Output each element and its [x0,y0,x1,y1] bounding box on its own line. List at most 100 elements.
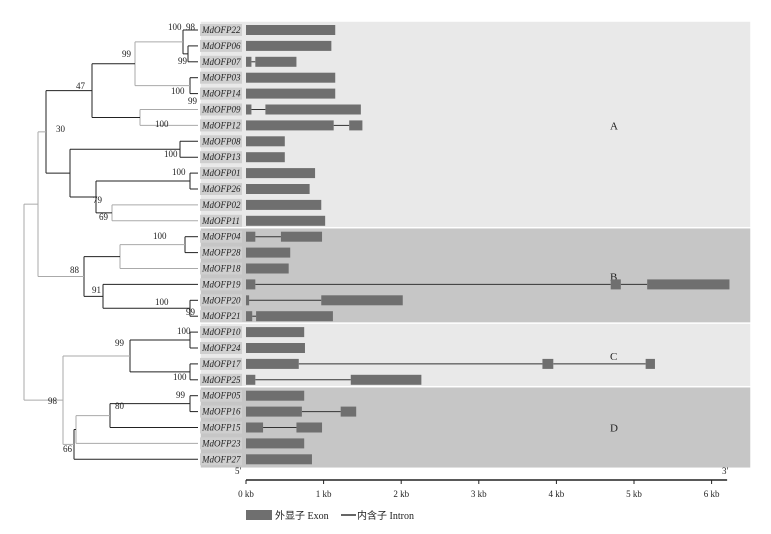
axis-tick-label: 0 kb [238,489,254,499]
gene-name-box [200,87,242,100]
exon-block [246,199,322,210]
gene-name-box [200,214,242,227]
exon-block [350,374,422,385]
gene-structure-row [246,88,336,99]
axis-tick-label: 2 kb [393,489,409,499]
bootstrap-value: 47 [76,81,86,91]
gene-name: MdOFP25 [201,375,241,385]
gene-name-box [200,342,242,354]
gene-structure-row [246,136,285,147]
gene-name: MdOFP17 [201,359,241,369]
gene-name: MdOFP21 [201,311,241,321]
gene-name: MdOFP05 [201,391,241,401]
exon-block [246,358,299,369]
exon-block [246,454,312,465]
exon-block [246,263,289,274]
gene-name: MdOFP22 [201,25,241,35]
exon-block [246,56,252,67]
gene-name-box [200,437,242,450]
exon-block [647,279,730,290]
gene-name-box [200,55,242,68]
gene-name: MdOFP20 [201,295,241,305]
bootstrap-value: 100 [177,326,191,336]
gene-name: MdOFP02 [201,200,241,210]
axis-tick-label: 5 kb [626,489,642,499]
gene-name: MdOFP10 [201,327,241,337]
gene-structure-row [246,120,363,131]
bootstrap-value: 99 [186,307,196,317]
exon-block [246,295,250,306]
gene-name: MdOFP11 [201,216,240,226]
bootstrap-value: 98 [186,22,196,32]
exon-block [246,136,285,147]
bootstrap-value: 98 [48,396,58,406]
exon-block [246,231,256,242]
gene-structure-row [246,184,310,194]
gene-name-box [200,135,242,148]
axis-tick-label: 1 kb [316,489,332,499]
exon-block [246,104,252,115]
bootstrap-value: 100 [164,149,178,159]
gene-structure-row [246,72,336,83]
bootstrap-value: 88 [70,265,80,275]
bootstrap-value: 100 [155,297,169,307]
gene-structure-row [246,438,305,449]
bootstrap-value: 100 [173,372,187,382]
legend-exon-swatch [246,510,272,520]
gene-name-box [200,39,242,52]
gene-name: MdOFP27 [201,454,241,464]
exon-block [246,184,310,194]
exon-block [246,343,305,353]
gene-name-box [200,24,242,36]
exon-block [246,438,305,449]
bootstrap-labels: 9810099991004799100301001007969100889110… [48,22,198,454]
gene-name-box [200,71,242,84]
gene-name: MdOFP14 [201,89,241,99]
gene-name-boxes [200,24,242,466]
bootstrap-value: 69 [99,212,109,222]
gene-name: MdOFP12 [201,120,241,130]
exon-block [246,422,264,433]
exon-block [246,406,302,417]
gene-structure-row [246,406,357,417]
bootstrap-value: 100 [155,119,169,129]
group-label-b: B [610,271,617,283]
axis-three-prime-label: 3′ [722,466,729,476]
exon-block [246,327,305,338]
exon-block [610,279,621,290]
bootstrap-value: 100 [171,86,185,96]
exon-block [246,374,256,385]
gene-structure-row [246,104,361,115]
gene-structure-row [246,279,730,290]
gene-name: MdOFP24 [201,343,241,353]
group-label-c: C [610,351,617,363]
bootstrap-value: 66 [63,444,73,454]
axis-five-prime-label: 5′ [235,466,242,476]
gene-name-box [200,151,242,164]
gene-name: MdOFP26 [201,184,241,194]
gene-name-box [200,278,242,291]
gene-structure-row [246,263,289,274]
bootstrap-value: 99 [122,49,132,59]
gene-structure-row [246,422,323,433]
gene-name: MdOFP19 [201,279,241,289]
gene-name: MdOFP23 [201,438,241,448]
gene-name: MdOFP09 [201,105,241,115]
exon-block [246,72,336,83]
exon-block [280,231,323,242]
legend-intron-label: 内含子 Intron [357,509,414,522]
gene-structure-row [246,327,305,338]
gene-structure-row [246,295,403,306]
gene-name-box [200,262,242,275]
axis-tick-label: 6 kb [704,489,720,499]
exon-block [246,152,285,163]
bootstrap-value: 99 [188,96,198,106]
gene-structure-row [246,168,316,179]
gene-structure-row [246,25,336,35]
gene-name: MdOFP16 [201,407,241,417]
gene-name-box [200,326,242,339]
bootstrap-value: 91 [92,285,101,295]
bootstrap-value: 79 [93,195,103,205]
bootstrap-value: 99 [176,390,186,400]
